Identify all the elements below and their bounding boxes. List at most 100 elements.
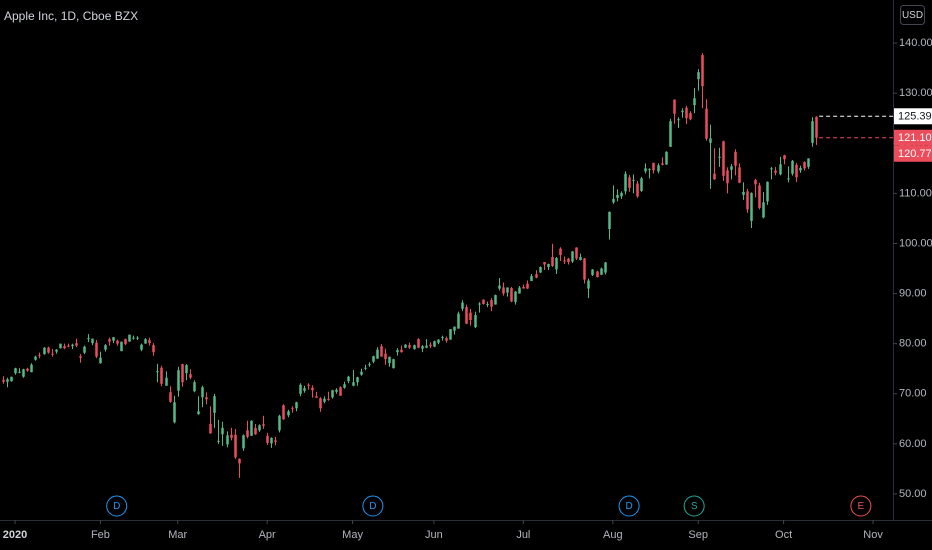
candle-body	[400, 349, 403, 353]
candle-body	[368, 364, 371, 366]
candle-body	[587, 280, 590, 289]
candle-body	[494, 295, 497, 305]
candle-body	[238, 458, 241, 464]
candle-body	[372, 356, 375, 362]
candle-body	[750, 192, 753, 221]
price-label-box	[894, 108, 932, 125]
candle-body	[209, 423, 212, 434]
candle-body	[799, 167, 802, 171]
candle-body	[766, 181, 769, 202]
candle-body	[465, 307, 468, 324]
candle-body	[677, 119, 680, 121]
candle-body	[644, 168, 647, 172]
candle-body	[108, 339, 111, 342]
candle-body	[547, 264, 550, 268]
candle-body	[173, 402, 176, 423]
candle-body	[343, 384, 346, 388]
candle-body	[201, 387, 204, 398]
event-label[interactable]: D	[625, 501, 632, 512]
candle-body	[608, 211, 611, 229]
x-tick-label: Jun	[425, 529, 443, 541]
candle-body	[567, 258, 570, 263]
candle-body	[551, 256, 554, 267]
y-tick-label: 70.00	[899, 388, 927, 400]
event-marker	[106, 495, 128, 517]
candle-body	[112, 337, 115, 341]
candle-body	[596, 271, 599, 278]
candle-body	[652, 162, 655, 171]
candle-body	[746, 191, 749, 210]
candle-body	[478, 303, 481, 305]
event-marker	[618, 495, 640, 517]
candle-body	[734, 151, 737, 166]
candle-body	[177, 370, 180, 391]
candle-body	[783, 155, 786, 160]
y-tick-label: 60.00	[899, 438, 927, 450]
y-tick-label: 50.00	[899, 488, 927, 500]
candle-body	[335, 389, 338, 392]
candle-body	[22, 369, 25, 377]
x-tick-label: Nov	[863, 529, 883, 541]
event-label[interactable]: D	[113, 501, 120, 512]
price-label: 120.77	[898, 148, 932, 160]
candle-body	[413, 345, 416, 350]
event-marker	[683, 495, 705, 517]
candle-body	[457, 313, 460, 329]
candle-body	[502, 287, 505, 294]
candle-body	[242, 435, 245, 449]
candle-body	[339, 387, 342, 396]
candle-body	[67, 345, 70, 347]
candle-body	[815, 116, 818, 138]
x-tick-label: Jul	[516, 529, 530, 541]
candle-body	[433, 341, 436, 347]
candle-body	[632, 179, 635, 181]
candle-body	[217, 440, 220, 442]
candle-body	[543, 262, 546, 265]
candle-body	[291, 407, 294, 409]
candle-body	[193, 382, 196, 392]
y-tick-label: 140.00	[899, 37, 932, 49]
candle-body	[34, 356, 37, 360]
chart-title: Apple Inc, 1D, Cboe BZX	[4, 9, 138, 23]
candle-body	[71, 344, 74, 347]
candle-body	[91, 338, 94, 344]
candle-body	[165, 377, 168, 386]
candle-body	[612, 198, 615, 203]
candle-body	[87, 338, 90, 340]
candle-body	[563, 260, 566, 262]
candle-body	[120, 341, 123, 352]
candle-body	[132, 337, 135, 339]
candle-body	[575, 247, 578, 259]
event-label[interactable]: D	[369, 501, 376, 512]
candle-body	[266, 435, 269, 443]
candle-body	[38, 355, 41, 357]
candle-body	[673, 99, 676, 114]
x-tick-label: Mar	[168, 529, 187, 541]
candle-body	[295, 402, 298, 409]
price-label: 125.39	[898, 111, 932, 123]
currency-button[interactable]	[900, 5, 925, 25]
candle-body	[713, 173, 716, 180]
candle-body	[83, 346, 86, 353]
currency-label[interactable]: USD	[902, 10, 923, 21]
event-label[interactable]: S	[691, 501, 698, 512]
candle-body	[535, 274, 538, 278]
candle-body	[221, 427, 224, 435]
candle-body	[722, 141, 725, 176]
candle-body	[441, 337, 444, 339]
candle-body	[408, 345, 411, 348]
event-label[interactable]: E	[858, 501, 865, 512]
candle-body	[510, 288, 513, 302]
event-marker	[362, 495, 384, 517]
candle-body	[51, 353, 54, 355]
candle-body	[404, 344, 407, 348]
candle-body	[347, 376, 350, 382]
candle-body	[811, 121, 814, 143]
candle-body	[738, 167, 741, 183]
candle-body	[522, 287, 525, 289]
candle-body	[327, 398, 330, 400]
candle-body	[360, 371, 363, 375]
y-tick-label: 100.00	[899, 237, 932, 249]
candle-body	[140, 344, 143, 350]
candle-body	[392, 359, 395, 369]
